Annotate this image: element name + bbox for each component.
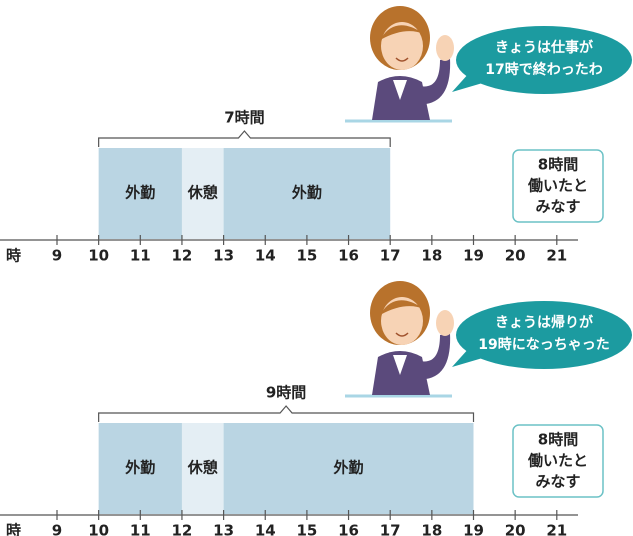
span-label: 7時間	[224, 109, 264, 127]
tick-label: 19	[463, 247, 484, 265]
tick-label: 9	[52, 522, 62, 536]
tick-label: 14	[255, 522, 276, 536]
segment-label: 外勤	[291, 184, 322, 202]
woman-hand	[436, 310, 454, 336]
note-text: みなす	[535, 473, 580, 491]
span-bracket	[99, 131, 391, 147]
note-text: 働いたと	[527, 177, 588, 195]
bubble-text: 17時で終わったわ	[485, 61, 602, 78]
segment-label: 外勤	[333, 459, 364, 477]
axis-label: 時	[6, 247, 21, 265]
bubble-text: きょうは仕事が	[495, 39, 594, 56]
segment-label: 休憩	[187, 459, 218, 477]
speech-bubble	[456, 301, 632, 369]
tick-label: 21	[546, 522, 567, 536]
tick-label: 20	[505, 247, 526, 265]
note-text: 8時間	[538, 156, 578, 174]
tick-label: 17	[380, 247, 401, 265]
tick-label: 13	[213, 247, 234, 265]
diagram: きょうは仕事が17時で終わったわ7時間外勤休憩外勤8時間働いたとみなす時9101…	[0, 0, 633, 536]
span-bracket	[99, 406, 474, 422]
tick-label: 11	[130, 522, 151, 536]
tick-label: 14	[255, 247, 276, 265]
tick-label: 18	[421, 247, 442, 265]
tick-label: 10	[88, 247, 109, 265]
tick-label: 16	[338, 247, 359, 265]
note-text: 8時間	[538, 431, 578, 449]
tick-label: 12	[172, 247, 193, 265]
speech-bubble	[456, 26, 632, 94]
bubble-text: 19時になっちゃった	[478, 336, 609, 353]
tick-label: 9	[52, 247, 62, 265]
note-text: 働いたと	[527, 452, 588, 470]
tick-label: 10	[88, 522, 109, 536]
tick-label: 18	[421, 522, 442, 536]
tick-label: 19	[463, 522, 484, 536]
segment-label: 休憩	[187, 184, 218, 202]
woman-arm	[420, 58, 450, 104]
woman-hand	[436, 35, 454, 61]
segment-label: 外勤	[124, 184, 155, 202]
tick-label: 11	[130, 247, 151, 265]
woman-arm	[420, 333, 450, 379]
tick-label: 15	[296, 522, 317, 536]
axis-label: 時	[6, 522, 21, 536]
span-label: 9時間	[266, 384, 306, 402]
tick-label: 12	[172, 522, 193, 536]
tick-label: 17	[380, 522, 401, 536]
tick-label: 21	[546, 247, 567, 265]
segment-label: 外勤	[124, 459, 155, 477]
note-text: みなす	[535, 198, 580, 216]
tick-label: 13	[213, 522, 234, 536]
tick-label: 16	[338, 522, 359, 536]
tick-label: 15	[296, 247, 317, 265]
bubble-text: きょうは帰りが	[495, 314, 594, 331]
tick-label: 20	[505, 522, 526, 536]
